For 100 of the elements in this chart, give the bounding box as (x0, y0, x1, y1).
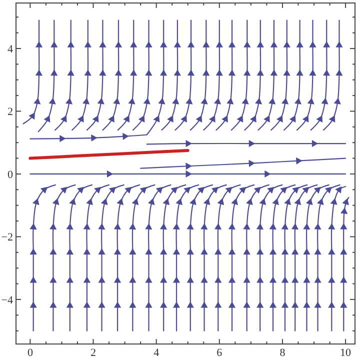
point (67, 69, 74, 76)
point (328, 115, 336, 123)
point (129, 302, 136, 308)
point (284, 198, 291, 206)
point (254, 186, 261, 194)
point (336, 69, 343, 76)
point (114, 248, 122, 254)
point (228, 69, 236, 76)
point (216, 41, 223, 48)
point (242, 98, 249, 104)
point (248, 160, 256, 167)
point (186, 302, 194, 308)
point (145, 276, 152, 283)
point (281, 98, 289, 104)
point (340, 276, 348, 283)
point (211, 186, 218, 194)
point (130, 69, 138, 76)
point (172, 98, 180, 104)
point (256, 302, 264, 308)
point (328, 248, 336, 254)
point (186, 248, 194, 254)
point (184, 186, 191, 194)
point (244, 69, 251, 76)
point (214, 248, 222, 254)
point (303, 223, 310, 230)
point (200, 98, 208, 104)
point (198, 186, 204, 194)
point (214, 276, 222, 283)
point (250, 115, 256, 123)
point (236, 115, 244, 123)
point (314, 248, 322, 254)
point (167, 115, 174, 123)
point (114, 41, 122, 48)
point (222, 115, 228, 123)
point (187, 41, 195, 48)
x-tick-label: 6 (216, 347, 223, 359)
point (158, 98, 166, 104)
point (50, 302, 57, 308)
point (200, 276, 208, 283)
point (160, 248, 168, 254)
point (226, 98, 234, 104)
point (208, 115, 216, 123)
point (186, 98, 193, 104)
point (84, 41, 92, 48)
point (28, 112, 35, 120)
point (268, 98, 276, 104)
point (342, 198, 349, 206)
point (225, 186, 232, 194)
point (228, 302, 236, 308)
point (114, 69, 122, 76)
point (314, 276, 322, 283)
point (94, 186, 102, 194)
point (145, 248, 152, 254)
point (143, 98, 150, 104)
point (30, 302, 37, 308)
point (340, 302, 348, 308)
point (160, 302, 168, 308)
point (145, 69, 152, 76)
x-tick-label: 0 (27, 347, 34, 359)
point (114, 223, 121, 230)
point (69, 198, 76, 206)
point (83, 302, 91, 308)
point (65, 98, 73, 104)
y-tick-label: 0 (8, 168, 14, 181)
point (186, 162, 192, 170)
point (128, 223, 136, 230)
point (269, 302, 277, 308)
point (314, 186, 321, 194)
point (264, 170, 271, 178)
point (98, 302, 106, 308)
point (140, 186, 147, 194)
point (48, 98, 56, 104)
point (77, 115, 84, 123)
point (130, 41, 138, 48)
point (243, 248, 250, 254)
point (186, 140, 192, 148)
point (328, 223, 336, 230)
point (228, 276, 236, 283)
point (283, 41, 290, 48)
point (83, 248, 91, 254)
y-tick-label: −2 (1, 232, 13, 244)
point (307, 98, 314, 104)
point (256, 276, 264, 283)
point (214, 302, 222, 308)
y-tick-label: −4 (1, 294, 14, 306)
point (228, 248, 236, 254)
point (296, 157, 302, 164)
point (323, 69, 330, 76)
point (280, 186, 288, 194)
point (231, 198, 238, 206)
point (324, 186, 332, 194)
point (281, 223, 288, 230)
point (302, 115, 309, 123)
point (160, 69, 168, 76)
y-tick-label: 2 (8, 106, 13, 118)
point (228, 41, 236, 48)
point (335, 186, 342, 194)
point (145, 302, 152, 308)
point (283, 69, 290, 76)
point (281, 248, 289, 254)
